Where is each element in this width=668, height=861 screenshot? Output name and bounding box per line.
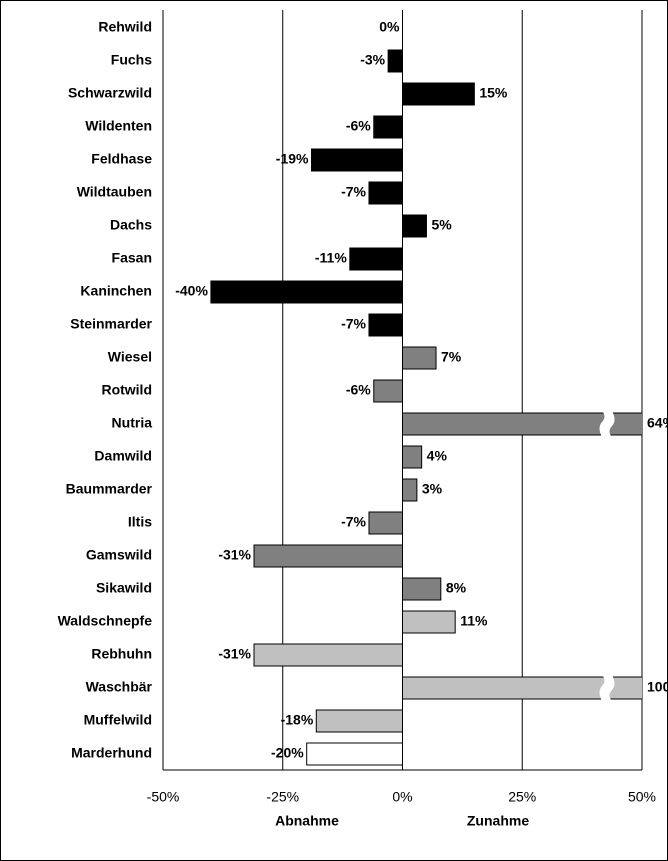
value-label: -11% [315, 250, 347, 266]
bar [402, 346, 437, 370]
x-annotation: Zunahme [467, 813, 529, 829]
bar [402, 676, 642, 700]
y-tick-label: Rebhuhn [91, 646, 152, 662]
value-label: -31% [218, 547, 251, 563]
y-tick-label: Wildenten [85, 118, 152, 134]
value-label: -7% [341, 514, 366, 530]
y-tick-label: Feldhase [91, 151, 152, 167]
bar [373, 115, 404, 139]
y-tick-label: Fuchs [111, 52, 152, 68]
value-label: -7% [341, 316, 366, 332]
x-tick-label: 0% [392, 789, 412, 805]
axis-break [599, 675, 615, 701]
bar [368, 511, 403, 535]
bar [253, 643, 403, 667]
x-tick-label: -50% [147, 789, 180, 805]
value-label: -6% [346, 118, 371, 134]
y-tick-label: Muffelwild [84, 712, 152, 728]
y-tick-label: Damwild [94, 448, 152, 464]
value-label: 0% [379, 19, 400, 35]
bar [373, 379, 404, 403]
bar [387, 49, 404, 73]
x-tick-label: 25% [508, 789, 536, 805]
y-tick-label: Rehwild [98, 19, 152, 35]
bar [310, 148, 403, 172]
y-tick-label: Marderhund [71, 745, 152, 761]
y-tick-label: Dachs [110, 217, 152, 233]
y-tick-label: Rotwild [101, 382, 152, 398]
y-tick-label: Waldschnepfe [58, 613, 153, 629]
bar [306, 742, 404, 766]
value-label: -18% [281, 712, 314, 728]
value-label: -6% [346, 382, 371, 398]
y-tick-label: Iltis [128, 514, 152, 530]
value-label: 15% [479, 85, 508, 101]
value-label: 4% [427, 448, 448, 464]
y-tick-label: Wiesel [108, 349, 152, 365]
bar [402, 82, 475, 106]
bar [402, 610, 456, 634]
value-label: 64% [647, 415, 668, 431]
value-label: 100% [647, 679, 668, 695]
bar [402, 412, 642, 436]
bar [210, 280, 403, 304]
x-tick-label: 50% [628, 789, 656, 805]
value-label: -31% [218, 646, 251, 662]
bar [402, 445, 423, 469]
y-tick-label: Nutria [112, 415, 153, 431]
bar [402, 478, 418, 502]
bar [368, 313, 403, 337]
y-tick-label: Steinmarder [70, 316, 152, 332]
axis-break [599, 411, 615, 437]
value-label: 3% [422, 481, 443, 497]
value-label: 5% [431, 217, 452, 233]
x-tick-label: -25% [266, 789, 299, 805]
bar [368, 181, 403, 205]
value-label: 8% [446, 580, 467, 596]
value-label: -3% [360, 52, 385, 68]
value-label: -7% [341, 184, 366, 200]
y-tick-label: Gamswild [86, 547, 152, 563]
bar [315, 709, 403, 733]
bar [402, 577, 442, 601]
x-annotation: Abnahme [275, 813, 339, 829]
bar [402, 214, 427, 238]
y-tick-label: Sikawild [96, 580, 152, 596]
value-label: 11% [460, 613, 488, 629]
value-label: 7% [441, 349, 462, 365]
y-tick-label: Fasan [112, 250, 152, 266]
bar [349, 247, 403, 271]
value-label: -20% [271, 745, 304, 761]
value-label: -40% [175, 283, 208, 299]
y-tick-label: Baummarder [66, 481, 153, 497]
y-tick-label: Kaninchen [80, 283, 152, 299]
y-tick-label: Wildtauben [77, 184, 152, 200]
y-tick-label: Waschbär [86, 679, 153, 695]
bar [253, 544, 403, 568]
bars [210, 49, 642, 766]
y-tick-label: Schwarzwild [68, 85, 152, 101]
value-label: -19% [276, 151, 309, 167]
